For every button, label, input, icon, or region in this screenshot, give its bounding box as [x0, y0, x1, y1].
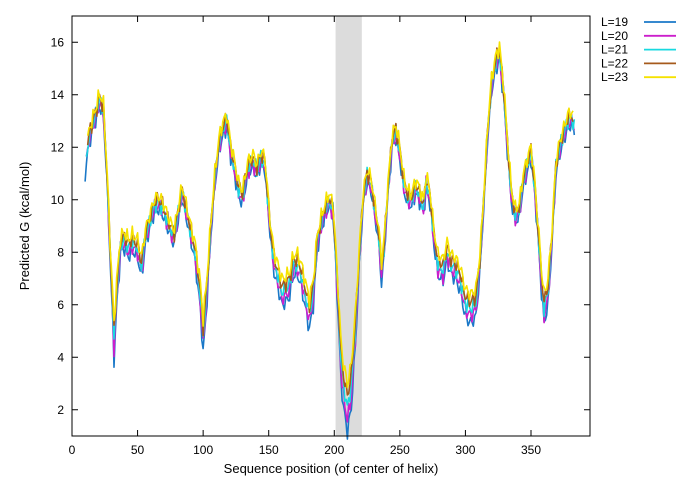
x-tick-label: 50	[131, 443, 145, 457]
x-tick-label: 250	[390, 443, 410, 457]
plot-frame	[71, 15, 591, 437]
legend-label: L=22	[601, 56, 628, 70]
legend-label: L=23	[601, 70, 628, 84]
legend: L=19L=20L=21L=22L=23	[601, 15, 676, 84]
y-tick-label: 12	[51, 140, 65, 154]
legend-label: L=20	[601, 29, 628, 43]
series-line-l-19	[84, 55, 576, 440]
x-tick-label: 300	[455, 443, 475, 457]
x-tick-label: 350	[521, 443, 541, 457]
legend-label: L=21	[601, 43, 628, 57]
y-tick-label: 8	[57, 245, 64, 259]
y-axis-title: Predicted G (kcal/mol)	[17, 162, 32, 291]
legend-label: L=19	[601, 15, 628, 29]
x-tick-label: 150	[259, 443, 279, 457]
x-tick-label: 100	[193, 443, 213, 457]
y-tick-label: 10	[51, 193, 65, 207]
series-line-l-21	[85, 52, 576, 406]
x-tick-label: 200	[324, 443, 344, 457]
series-line-l-23	[86, 41, 574, 389]
x-axis-title: Sequence position (of center of helix)	[224, 461, 439, 476]
series-line-l-22	[86, 47, 574, 396]
y-tick-label: 6	[57, 298, 64, 312]
y-tick-label: 2	[57, 403, 64, 417]
y-tick-label: 4	[57, 350, 64, 364]
series-line-l-20	[85, 52, 576, 423]
y-tick-label: 16	[51, 35, 65, 49]
x-tick-label: 0	[69, 443, 76, 457]
y-tick-label: 14	[51, 88, 65, 102]
